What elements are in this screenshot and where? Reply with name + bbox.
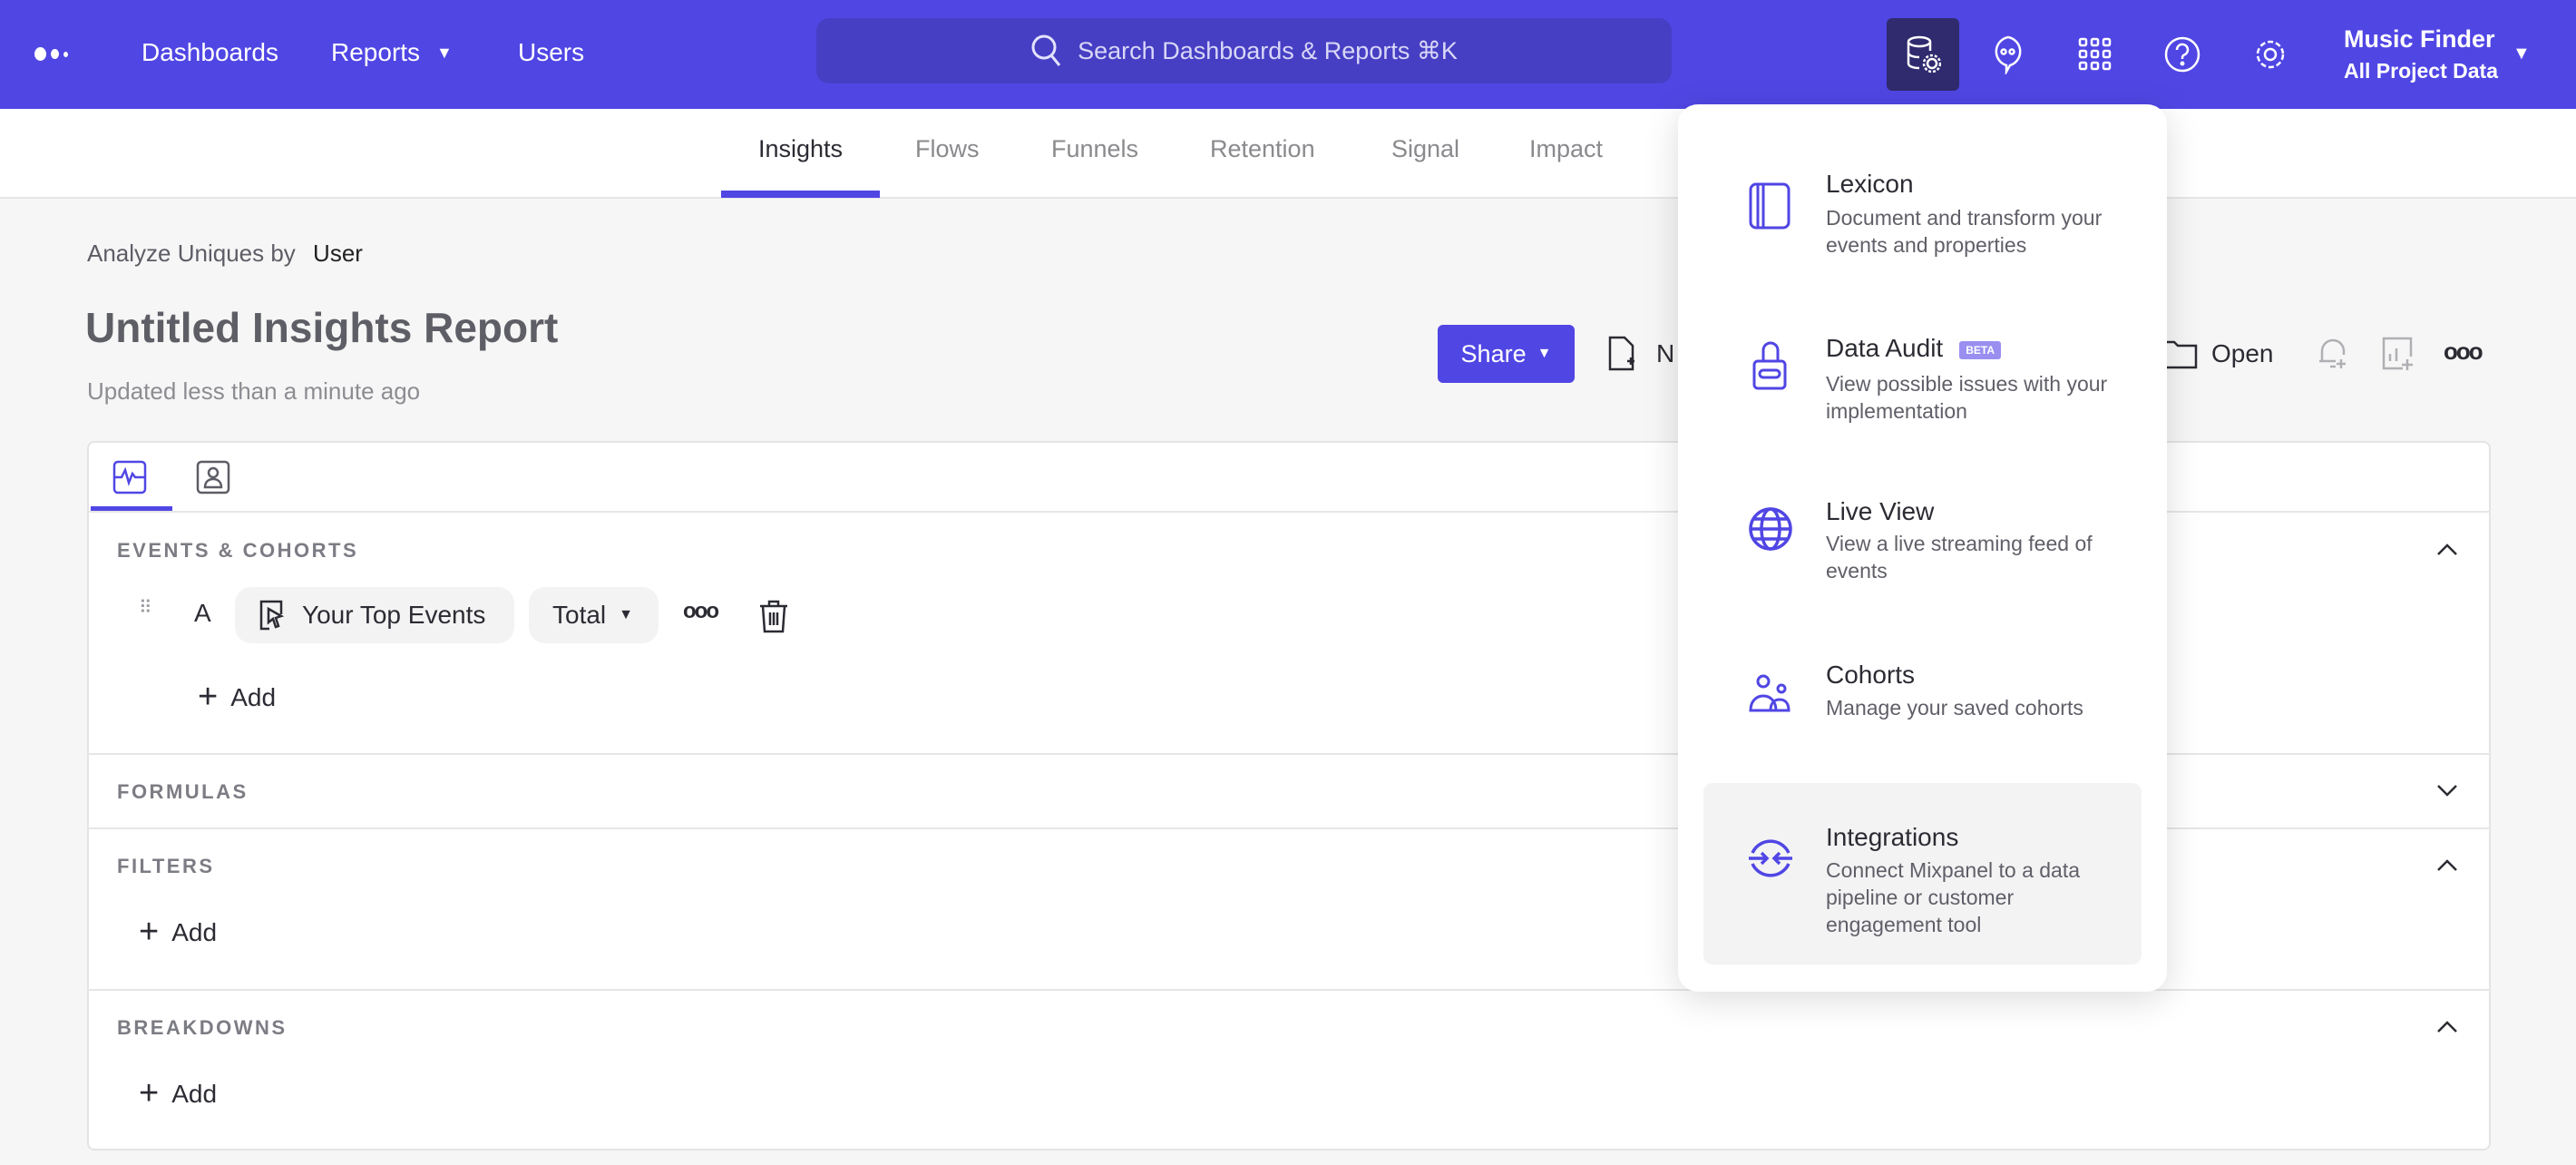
- add-filter-button[interactable]: + Add: [139, 913, 217, 952]
- tab-retention[interactable]: Retention: [1210, 135, 1315, 162]
- divider: [87, 753, 2491, 755]
- help-icon: [2164, 36, 2200, 73]
- measure-selector[interactable]: Total ▼: [529, 587, 659, 643]
- tab-insights[interactable]: Insights: [758, 135, 844, 162]
- share-label: Share: [1460, 339, 1527, 367]
- menu-item-desc: View a live streaming feed of events: [1826, 532, 2093, 582]
- menu-item-title: Data Audit BETA: [1826, 334, 2001, 363]
- menu-item-title: Live View: [1826, 497, 1935, 525]
- folder-icon[interactable]: [2161, 338, 2198, 369]
- caret-down-icon: ▼: [1537, 346, 1552, 361]
- add-to-dashboard-icon[interactable]: [2381, 336, 2415, 372]
- search-placeholder: Search Dashboards & Reports ⌘K: [1078, 36, 1458, 64]
- chevron-up-icon[interactable]: [2435, 1014, 2460, 1040]
- plus-icon: +: [139, 913, 160, 951]
- nav-reports-label: Reports: [331, 38, 421, 66]
- share-button[interactable]: Share ▼: [1438, 325, 1575, 383]
- analyze-label: Analyze Uniques by: [87, 240, 296, 267]
- add-event-button[interactable]: + Add: [198, 678, 276, 717]
- plus-icon: +: [139, 1074, 160, 1112]
- tab-impact[interactable]: Impact: [1529, 135, 1604, 162]
- trash-icon[interactable]: [758, 599, 789, 633]
- top-nav-bar: Dashboards Reports ▼ Users Search Dashboa…: [0, 0, 2576, 109]
- report-title[interactable]: Untitled Insights Report: [85, 304, 559, 351]
- apps-button[interactable]: [2068, 27, 2122, 82]
- settings-icon: [2256, 40, 2285, 69]
- active-tab-indicator: [721, 191, 880, 198]
- project-selector[interactable]: Music Finder All Project Data: [2344, 25, 2498, 83]
- more-options-icon[interactable]: ooo: [2444, 338, 2483, 365]
- tab-signal[interactable]: Signal: [1391, 135, 1460, 162]
- add-label: Add: [171, 1079, 218, 1108]
- new-report-button[interactable]: N: [1656, 339, 1675, 367]
- drag-handle-icon[interactable]: ⠿: [139, 598, 155, 618]
- menu-item-desc: Connect Mixpanel to a data pipeline or c…: [1826, 858, 2081, 936]
- tab-funnels[interactable]: Funnels: [1051, 135, 1139, 162]
- row-more-options-icon[interactable]: ooo: [683, 599, 719, 623]
- measure-label: Total: [552, 601, 607, 629]
- updated-text: Updated less than a minute ago: [87, 377, 421, 405]
- nav-dashboards[interactable]: Dashboards: [141, 38, 278, 66]
- filters-section-label: FILTERS: [117, 855, 215, 877]
- divider: [87, 827, 2491, 829]
- settings-button[interactable]: [2243, 27, 2298, 82]
- menu-item-title: Integrations: [1826, 823, 1959, 851]
- data-audit-lock-icon: [1752, 341, 1787, 390]
- beta-badge: BETA: [1959, 340, 2001, 359]
- formulas-section-label: FORMULAS: [117, 780, 249, 803]
- lexicon-book-icon: [1749, 182, 1791, 230]
- menu-item-desc: View possible issues with your implement…: [1826, 372, 2108, 423]
- divider: [87, 989, 2491, 991]
- event-label: Your Top Events: [302, 601, 486, 629]
- integrations-arrows-icon: [1749, 839, 1792, 877]
- plus-icon: +: [198, 678, 219, 716]
- tab-flows[interactable]: Flows: [915, 135, 980, 162]
- project-name: Music Finder: [2344, 25, 2495, 53]
- menu-item-title: Lexicon: [1826, 170, 1914, 198]
- open-button[interactable]: Open: [2211, 339, 2274, 367]
- add-alert-bell-icon[interactable]: [2316, 336, 2350, 372]
- data-management-icon: [1907, 35, 1941, 73]
- chat-button[interactable]: [1981, 27, 2035, 82]
- event-cursor-icon: [259, 600, 284, 631]
- chevron-up-icon[interactable]: [2435, 537, 2460, 563]
- chevron-down-icon[interactable]: [2435, 778, 2460, 803]
- add-breakdown-button[interactable]: + Add: [139, 1074, 217, 1113]
- user-profile-tab-icon[interactable]: [196, 460, 230, 494]
- caret-down-icon[interactable]: ▼: [2513, 44, 2531, 64]
- chevron-up-icon[interactable]: [2435, 853, 2460, 878]
- analyze-by: Analyze Uniques by User: [87, 240, 363, 268]
- menu-item-title-text: Data Audit: [1826, 334, 1944, 362]
- search-icon: [1031, 34, 1061, 66]
- help-button[interactable]: [2155, 27, 2210, 82]
- menu-item-desc: Document and transform your events and p…: [1826, 206, 2103, 257]
- add-label: Add: [230, 682, 277, 711]
- nav-users[interactable]: Users: [518, 38, 585, 66]
- events-cohorts-section-label: EVENTS & COHORTS: [117, 539, 359, 562]
- nav-reports[interactable]: Reports ▼: [331, 38, 453, 67]
- caret-down-icon: ▼: [436, 43, 453, 62]
- breakdowns-section-label: BREAKDOWNS: [117, 1016, 288, 1039]
- series-letter: A: [194, 599, 211, 627]
- data-management-button[interactable]: [1887, 18, 1959, 91]
- menu-item-title: Cohorts: [1826, 661, 1916, 689]
- apps-grid-icon: [2078, 37, 2112, 71]
- caret-down-icon: ▼: [619, 607, 633, 622]
- mixpanel-logo-icon[interactable]: [34, 47, 68, 61]
- event-selector[interactable]: Your Top Events: [235, 587, 514, 643]
- project-scope: All Project Data: [2344, 59, 2498, 83]
- menu-item-desc: Manage your saved cohorts: [1826, 696, 2083, 720]
- analyze-value[interactable]: User: [313, 240, 363, 267]
- add-label: Add: [171, 917, 218, 946]
- new-report-icon[interactable]: [1607, 336, 1636, 372]
- divider: [87, 511, 2491, 513]
- card-tab-indicator: [91, 506, 172, 511]
- live-view-globe-icon: [1749, 507, 1792, 551]
- insights-chart-tab-icon[interactable]: [112, 460, 147, 494]
- chat-icon: [1995, 35, 2022, 74]
- search-input[interactable]: Search Dashboards & Reports ⌘K: [816, 18, 1672, 83]
- cohorts-people-icon: [1749, 674, 1791, 712]
